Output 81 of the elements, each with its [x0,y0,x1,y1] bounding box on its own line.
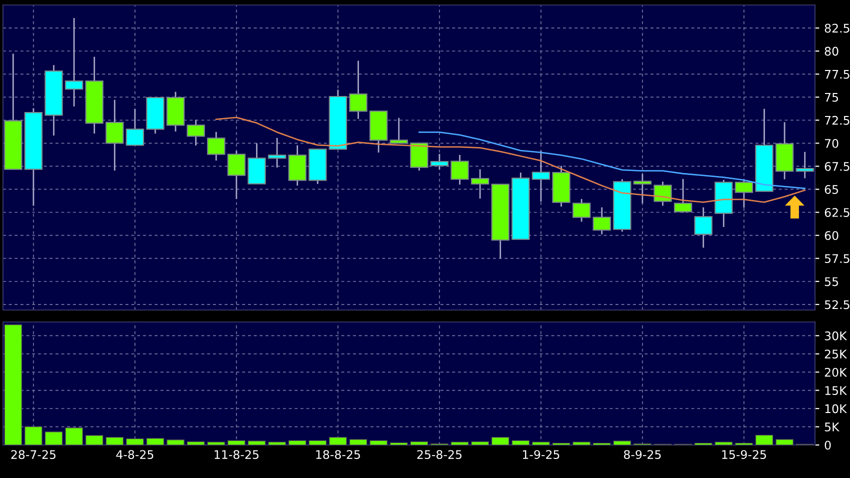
y-tick-label: 57.5 [824,254,850,264]
bar [24,426,42,445]
bar [228,440,246,445]
candlestick [674,178,692,214]
candlestick [633,173,652,204]
y-tick-label: 55 [824,277,838,286]
line-series [418,131,806,190]
candlestick [227,150,246,200]
candlestick [349,60,368,120]
x-tick-label: 25-8-25 [417,450,462,459]
bar [146,438,164,445]
candlestick [796,151,814,179]
x-tick-label: 11-8-25 [214,450,258,459]
x-tick-label: 4-8-25 [116,450,154,459]
y-tick-label: 65 [824,185,838,194]
candlestick [207,131,226,162]
bar [4,324,22,445]
y-tick-label: 82.5 [824,24,850,33]
bar [268,442,286,445]
candlestick [654,180,672,206]
bar [512,440,530,445]
bar [288,440,306,445]
bar [126,438,144,445]
bar [44,432,63,445]
candlestick [106,99,124,172]
y-tick-label: 20K [824,368,848,377]
y-tick-label: 52.5 [824,300,850,310]
bar [106,436,124,445]
x-tick-label: 28-7-25 [11,450,56,459]
candlestick [186,119,205,146]
y-tick-label: 67.5 [824,162,850,171]
bar [450,442,469,445]
bar [471,441,489,445]
bar [755,434,774,445]
bar [308,440,327,445]
bar [572,442,590,445]
candlestick [64,17,84,108]
bar [349,439,368,445]
y-tick-label: 80 [824,46,838,56]
x-tick-label: 15-9-25 [722,450,766,459]
y-tick-label: 62.5 [824,208,850,217]
bar [65,428,83,445]
candlestick [126,108,144,146]
y-tick-label: 15K [825,386,848,395]
candlestick [694,206,712,248]
candlestick [430,153,449,170]
y-tick-label: 30K [824,331,848,340]
bar [532,442,550,445]
bar [370,440,388,445]
candlestick [390,117,408,144]
bar [714,442,733,445]
candlestick [572,198,591,222]
candlestick [532,150,550,202]
bar [166,440,184,445]
y-tick-label: 10K [825,404,848,414]
bar [410,441,428,445]
y-tick-label: 72.5 [824,116,850,125]
y-tick-label: 77.5 [824,70,850,79]
bar [207,442,226,445]
x-tick-label: 8-9-25 [624,450,661,459]
bar [85,435,104,445]
x-tick-label: 18-8-25 [316,450,360,459]
y-tick-label: 75 [824,93,838,102]
candlestick [734,179,754,208]
candlestick [268,137,286,168]
y-tick-label: 25K [824,350,848,359]
candlestick [450,154,469,186]
bar [329,436,347,445]
y-tick-label: 60 [824,231,838,240]
bar [613,440,632,445]
y-tick-label: 70 [824,138,838,148]
bar [776,439,794,445]
bar [390,442,408,445]
bar [186,441,205,445]
x-tick-label: 1-9-25 [522,450,560,459]
candlestick [470,168,490,200]
bar [491,436,510,445]
candlestick [592,206,611,236]
bar [248,440,266,445]
y-tick-label: 0 [824,440,831,450]
y-tick-label: 5K [824,422,840,432]
